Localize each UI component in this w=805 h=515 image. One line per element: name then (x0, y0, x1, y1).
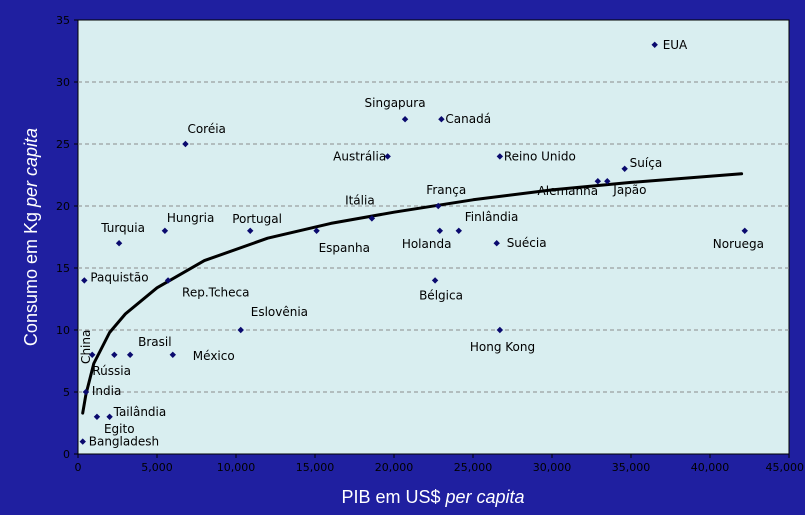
x-axis-title: PIB em US$ per capita (341, 487, 524, 507)
point-tail-ndia (106, 413, 113, 420)
x-tick-label-8: 40,000 (691, 461, 730, 474)
label-bangladesh: Bangladesh (89, 435, 159, 449)
x-tick-label-3: 15,000 (296, 461, 335, 474)
point-cor-ia (182, 140, 189, 148)
point-rep-tcheca (164, 277, 172, 284)
x-tick-label-5: 25,000 (454, 461, 493, 474)
point-su-a (621, 165, 628, 172)
label-canad-: Canadá (445, 112, 491, 126)
trendline-group (81, 172, 744, 415)
label-tail-ndia: Tailândia (113, 405, 167, 419)
label-hong-kong: Hong Kong (470, 340, 535, 354)
trendline (81, 172, 744, 415)
label-brasil: Brasil (138, 335, 171, 349)
label-reino-unido: Reino Unido (504, 149, 576, 163)
label-eslov-nia: Eslovênia (251, 305, 308, 319)
data-points (79, 41, 748, 445)
point-labels: EUA Singapura Canadá Coréia Austrália Reino U… (79, 38, 764, 449)
point-hong-kong (496, 326, 504, 334)
x-tick-label-2: 10,000 (217, 461, 256, 474)
point-hungria (161, 227, 169, 234)
y-tick-label-1: 5 (63, 386, 70, 399)
label-hungria: Hungria (167, 211, 214, 225)
y-tick-label-7: 35 (56, 14, 70, 27)
y-axis-ticks: 0 5 10 15 20 25 30 35 (56, 14, 78, 461)
y-tick-label-4: 20 (56, 200, 70, 213)
point-brasil (126, 351, 134, 358)
label-it-lia: Itália (345, 193, 375, 207)
point-canad- (438, 116, 445, 123)
label-eua: EUA (663, 38, 688, 52)
label-fran-a: França (426, 183, 466, 197)
point-singapura (401, 116, 409, 123)
plot-area (77, 19, 790, 455)
point-m-xico (169, 351, 176, 358)
point-su-cia (493, 240, 500, 247)
point-alemanha (594, 178, 602, 185)
point-austr-lia (384, 153, 391, 160)
label-portugal: Portugal (232, 212, 282, 226)
label-rep-tcheca: Rep.Tcheca (182, 285, 249, 299)
point-finl-ndia (455, 227, 462, 234)
x-axis-ticks: 0 5,000 10,000 15,000 20,000 25,000 30,000 35,0… (75, 454, 805, 474)
label-b-lgica: Bélgica (419, 288, 463, 302)
label-singapura: Singapura (365, 96, 426, 110)
x-tick-label-1: 5,000 (141, 461, 173, 474)
point-b-lgica (431, 277, 439, 284)
label-r-ssia: Rússia (92, 364, 131, 378)
y-axis-title: Consumo em Kg per capita (21, 128, 41, 346)
point-india (82, 388, 90, 396)
point-it-lia (368, 215, 376, 222)
point-espanha (313, 227, 320, 234)
label-egito: Egito (104, 422, 135, 436)
label-china: China (79, 330, 93, 364)
point-r-ssia (111, 351, 118, 358)
point-reino-unido (496, 153, 504, 160)
point-noruega (741, 227, 748, 234)
label-cor-ia: Coréia (187, 122, 225, 136)
y-tick-label-5: 25 (56, 138, 70, 151)
point-holanda (436, 227, 444, 234)
point-paquist-o (81, 277, 88, 284)
x-tick-label-6: 30,000 (533, 461, 572, 474)
label-noruega: Noruega (713, 237, 764, 251)
y-axis-title-italic: per capita (21, 128, 41, 208)
x-tick-label-7: 35,000 (612, 461, 651, 474)
y-tick-label-6: 30 (56, 76, 70, 89)
y-tick-label-2: 10 (56, 324, 70, 337)
point-portugal (247, 227, 254, 234)
x-tick-label-4: 20,000 (375, 461, 414, 474)
x-axis-title-italic: per capita (444, 487, 524, 507)
label-su-a: Suíça (630, 156, 663, 170)
label-jap-o: Japão (612, 183, 646, 197)
point-jap-o (604, 178, 611, 185)
point-bangladesh (79, 438, 86, 445)
point-egito (93, 413, 101, 420)
point-eua (651, 41, 658, 48)
point-turquia (115, 240, 123, 247)
label-turquia: Turquia (100, 221, 145, 235)
label-m-xico: México (193, 349, 235, 363)
label-holanda: Holanda (402, 237, 452, 251)
point-china (89, 351, 96, 358)
x-tick-label-0: 0 (75, 461, 82, 474)
label-espanha: Espanha (319, 241, 370, 255)
label-india: India (92, 384, 121, 398)
label-alemanha: Alemanha (538, 184, 599, 198)
point-eslov-nia (237, 326, 244, 334)
label-austr-lia: Austrália (333, 149, 386, 163)
x-tick-label-9: 45,000 (766, 461, 805, 474)
point-fran-a (435, 202, 442, 210)
x-axis-title-main: PIB em US$ (341, 487, 445, 507)
y-tick-label-3: 15 (56, 262, 70, 275)
y-tick-label-0: 0 (63, 448, 70, 461)
label-paquist-o: Paquistão (90, 270, 148, 284)
label-su-cia: Suécia (507, 236, 547, 250)
y-axis-title-main: Consumo em Kg (21, 207, 41, 346)
label-finl-ndia: Finlândia (465, 210, 519, 224)
